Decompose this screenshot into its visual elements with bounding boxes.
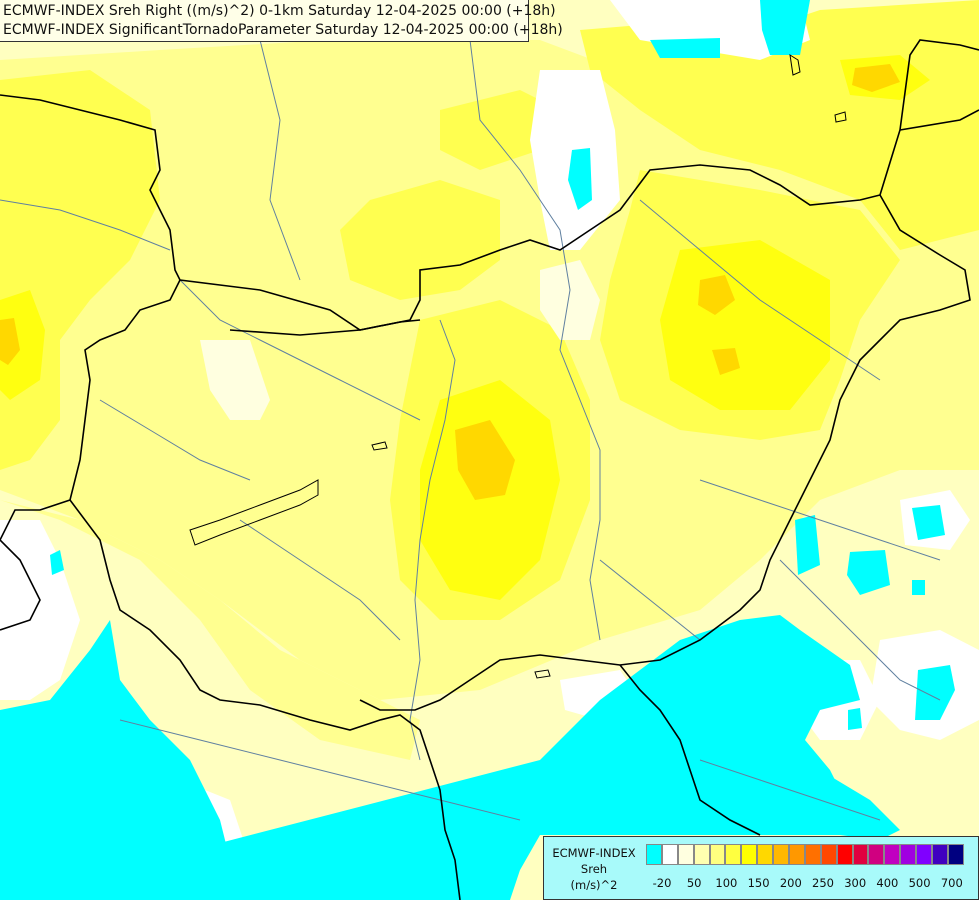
- border-north-east: [899, 109, 979, 131]
- legend-unit: (m/s)^2: [570, 878, 618, 892]
- legend-swatch: [900, 844, 917, 865]
- field-cyan: [0, 0, 955, 900]
- color-legend: ECMWF-INDEX Sreh (m/s)^2 -20 50 100 150 200 2…: [543, 836, 979, 900]
- lake-small-2: [834, 111, 847, 123]
- legend-parameter: Sreh: [580, 862, 608, 876]
- legend-tick-label: 700: [940, 876, 963, 890]
- border-north: [0, 39, 979, 331]
- legend-tick-label: 50: [686, 876, 702, 890]
- lake-small-3: [534, 669, 551, 679]
- legend-ticks: -20 50 100 150 200 250 300 400 500 700: [646, 876, 972, 890]
- legend-swatch: [932, 844, 948, 865]
- map-title-box: ECMWF-INDEX Sreh Right ((m/s)^2) 0-1km S…: [0, 0, 563, 42]
- lake-small-4: [789, 54, 801, 76]
- legend-swatch: [836, 844, 853, 865]
- country-borders: [0, 39, 979, 900]
- border-hungary-north: [229, 319, 421, 336]
- legend-swatch: [947, 844, 964, 865]
- legend-swatch: [804, 844, 821, 865]
- title-line-2: ECMWF-INDEX SignificantTornadoParameter …: [3, 22, 563, 38]
- legend-swatch: [646, 844, 662, 865]
- border-serbia-romania: [619, 664, 761, 836]
- border-south-hu: [359, 654, 621, 711]
- title-line-1: ECMWF-INDEX Sreh Right ((m/s)^2) 0-1km S…: [3, 3, 556, 19]
- lakes: [189, 54, 847, 679]
- legend-swatch: [741, 844, 758, 865]
- legend-swatch: [773, 844, 790, 865]
- legend-tick-label: 500: [908, 876, 931, 890]
- legend-tick-label: 200: [779, 876, 802, 890]
- legend-swatch: [709, 844, 726, 865]
- border-croatia: [69, 499, 461, 900]
- legend-source: ECMWF-INDEX: [552, 846, 636, 860]
- legend-swatches: [646, 844, 964, 865]
- field-gold: [0, 64, 900, 500]
- legend-swatch: [725, 844, 742, 865]
- legend-tick-label: 150: [747, 876, 770, 890]
- border-west: [0, 279, 181, 541]
- rivers: [0, 39, 941, 821]
- lake-balaton: [189, 479, 319, 546]
- legend-swatch: [820, 844, 837, 865]
- legend-swatch: [884, 844, 901, 865]
- legend-swatch: [677, 844, 694, 865]
- lake-small-1: [371, 441, 388, 451]
- border-slovenia: [0, 539, 41, 631]
- legend-swatch: [852, 844, 869, 865]
- legend-swatch: [868, 844, 885, 865]
- legend-swatch: [789, 844, 805, 865]
- legend-tick-label: 300: [844, 876, 867, 890]
- legend-tick-label: 400: [876, 876, 899, 890]
- border-east: [619, 194, 971, 666]
- legend-tick-label: 250: [812, 876, 834, 890]
- legend-swatch: [916, 844, 933, 865]
- legend-tick-label: -20: [652, 876, 672, 890]
- legend-swatch: [693, 844, 710, 865]
- legend-swatch: [661, 844, 678, 865]
- legend-swatch: [757, 844, 774, 865]
- legend-tick-label: 100: [715, 876, 738, 890]
